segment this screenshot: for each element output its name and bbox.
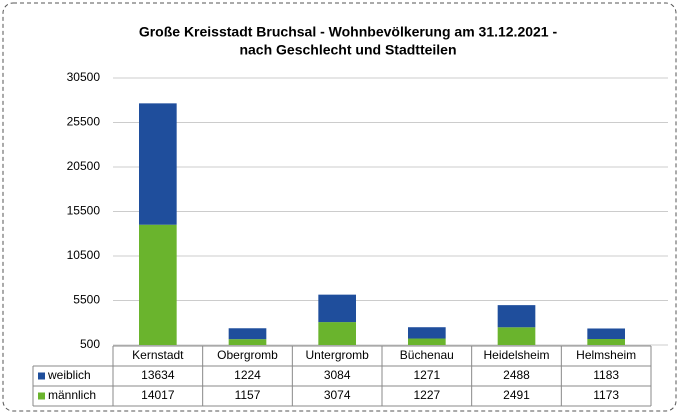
table-value: 1173 <box>593 388 619 402</box>
bar-segment <box>408 327 446 339</box>
bar-segment <box>587 328 625 340</box>
bar-segment <box>228 328 267 340</box>
y-tick-label: 500 <box>80 337 100 351</box>
table-value: 1183 <box>593 368 619 382</box>
y-tick-label: 25500 <box>67 115 101 129</box>
bar-segment <box>139 103 177 225</box>
table-value: 1157 <box>235 388 261 402</box>
bar-segment <box>497 327 536 345</box>
table-value: 3074 <box>324 388 351 402</box>
x-tick-label: Untergromb <box>305 348 369 362</box>
y-tick-label: 30500 <box>67 70 101 84</box>
table-value: 2488 <box>503 368 530 382</box>
table-value: 13634 <box>141 368 175 382</box>
x-tick-label: Obergromb <box>217 348 278 362</box>
chart-title: Große Kreisstadt Bruchsal - Wohnbevölker… <box>139 24 558 40</box>
chart-subtitle: nach Geschlecht und Stadtteilen <box>239 42 456 58</box>
table-value: 14017 <box>141 388 175 402</box>
table-value: 1227 <box>413 388 440 402</box>
legend-swatch <box>38 372 45 380</box>
legend-label: männlich <box>48 388 96 402</box>
table-value: 1224 <box>234 368 261 382</box>
bar-segment <box>318 294 356 323</box>
y-tick-label: 10500 <box>67 248 101 262</box>
y-tick-label: 15500 <box>67 204 101 218</box>
x-tick-label: Kernstadt <box>132 348 184 362</box>
legend-swatch <box>38 392 45 400</box>
bar-segment <box>587 339 625 345</box>
table-value: 2491 <box>503 388 530 402</box>
bar-segment <box>139 224 177 345</box>
x-tick-label: Helmsheim <box>576 348 636 362</box>
bar-segment <box>228 339 267 345</box>
y-tick-label: 20500 <box>67 159 101 173</box>
y-tick-label: 5500 <box>73 293 100 307</box>
bar-segment <box>408 338 446 345</box>
bar-segment <box>318 322 356 345</box>
table-value: 1271 <box>413 368 440 382</box>
bar-segment <box>497 305 536 328</box>
x-tick-label: Büchenau <box>400 348 454 362</box>
legend-label: weiblich <box>47 368 91 382</box>
table-value: 3084 <box>324 368 351 382</box>
x-tick-label: Heidelsheim <box>483 348 549 362</box>
